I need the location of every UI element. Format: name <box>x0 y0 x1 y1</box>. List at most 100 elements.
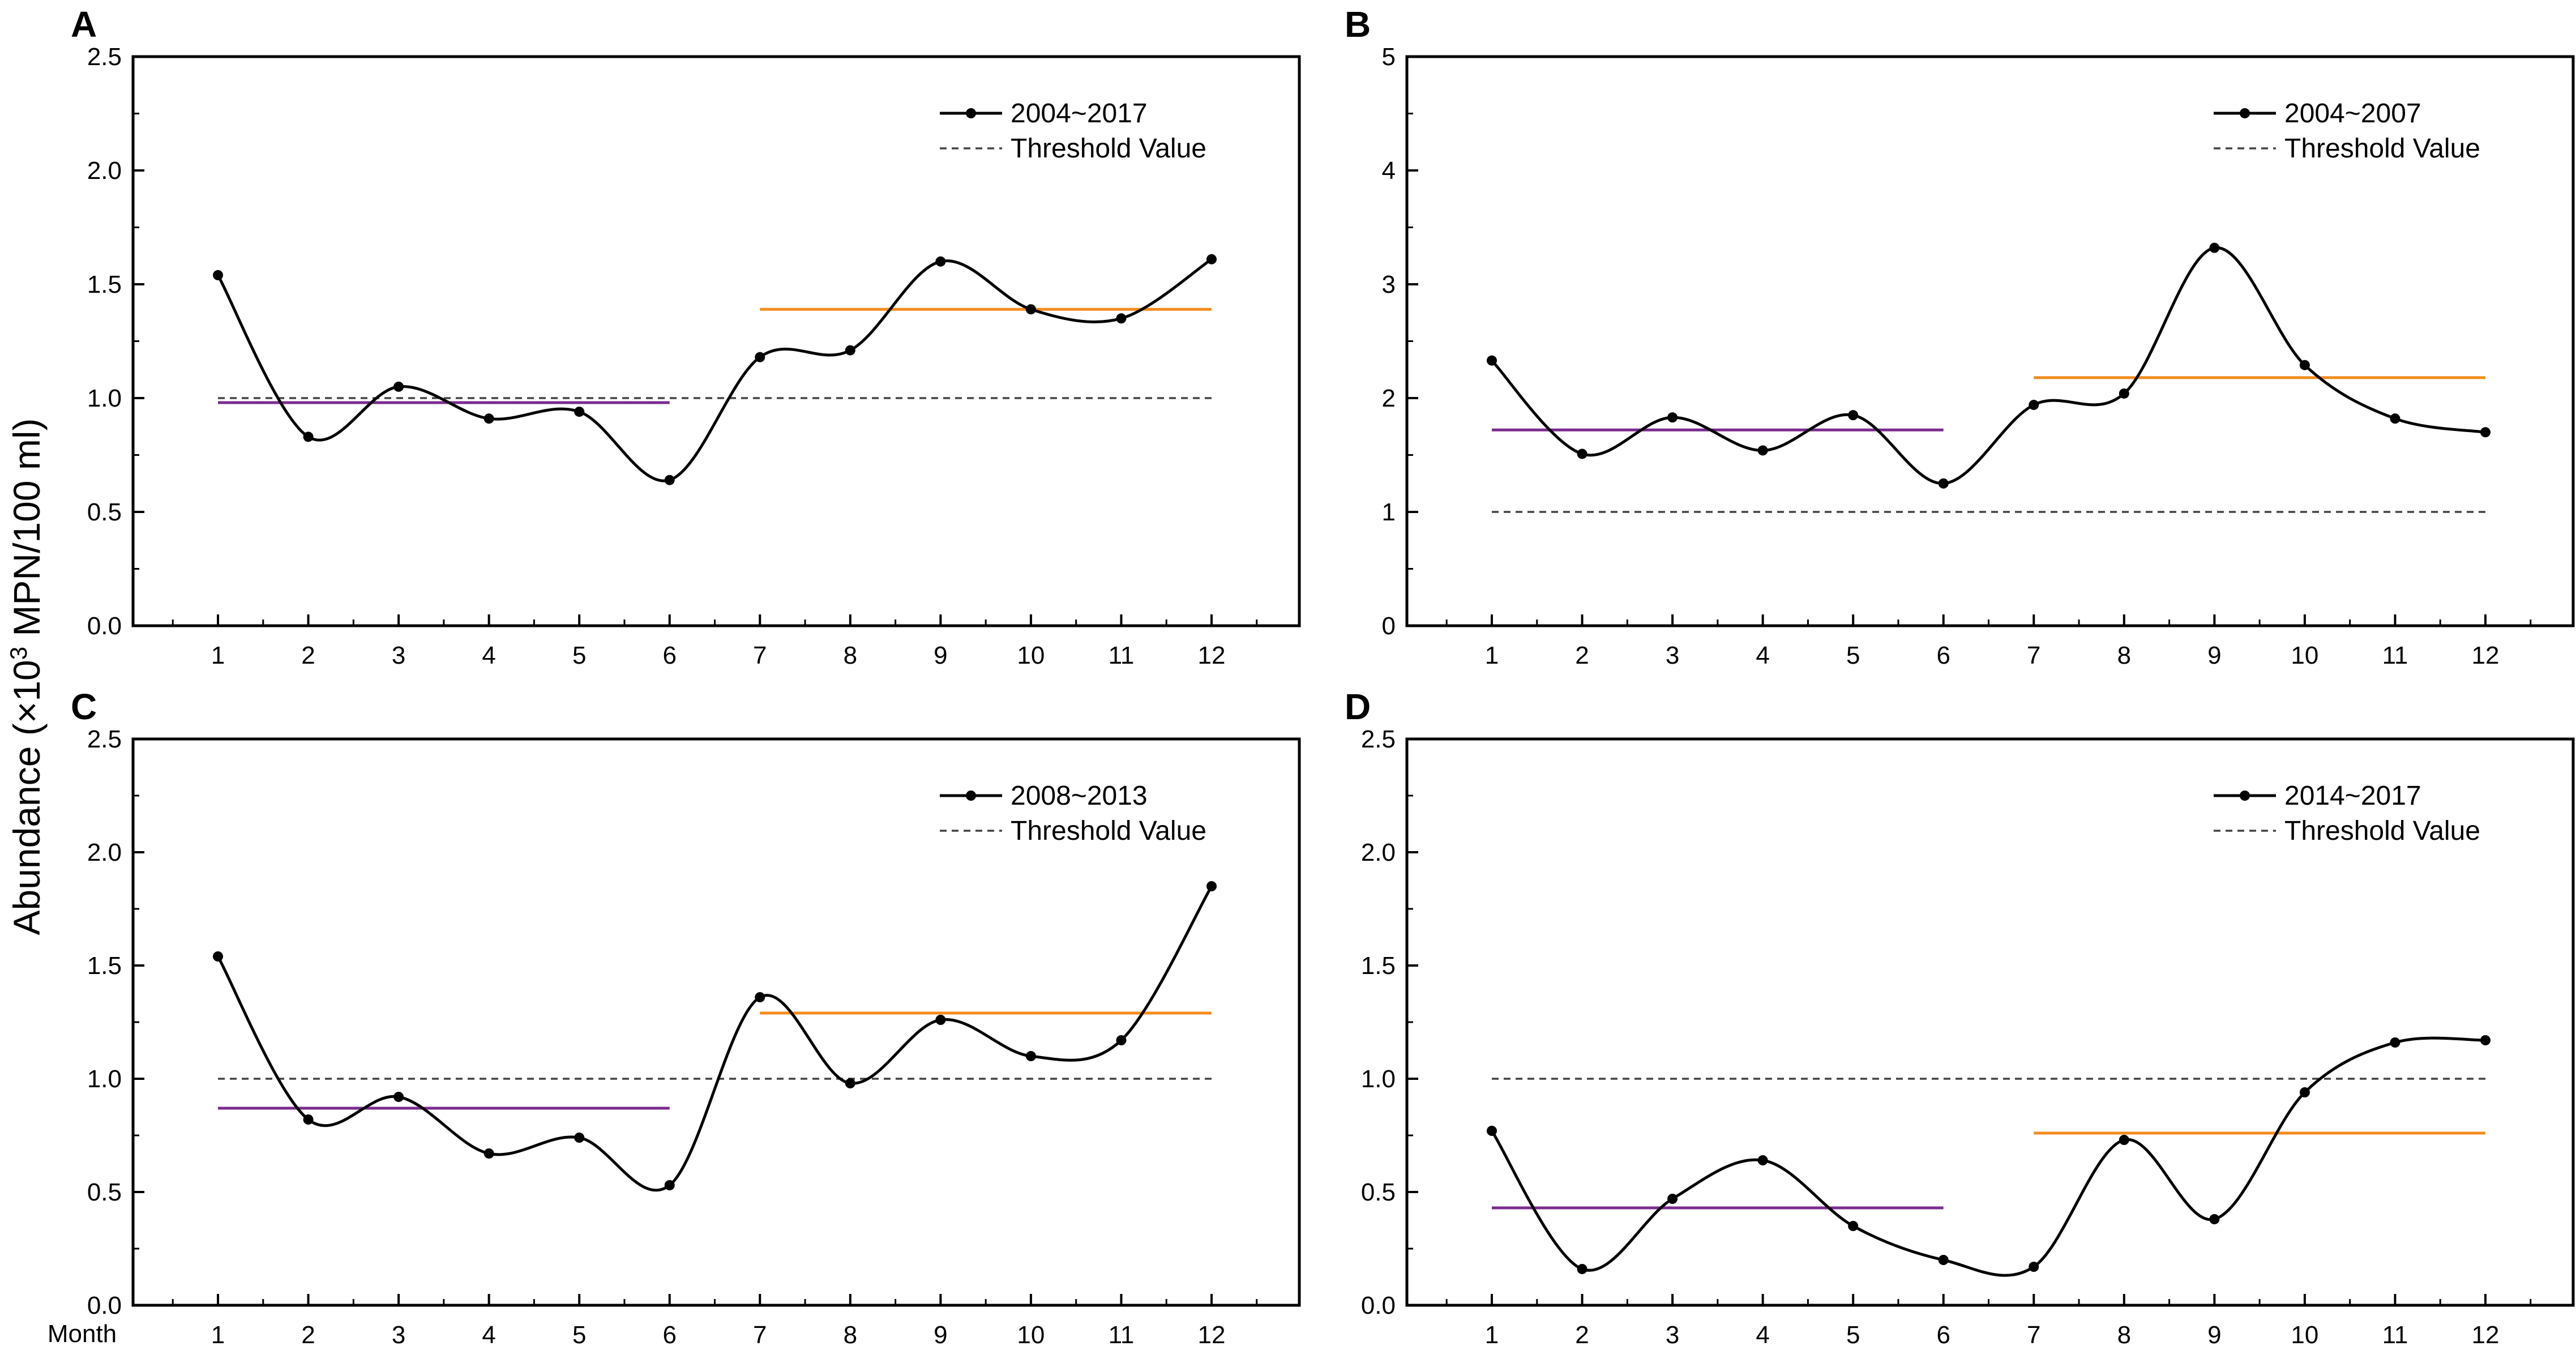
legend-series-label: 2004~2007 <box>2284 99 2421 129</box>
data-point <box>1206 881 1217 891</box>
data-point <box>2209 1214 2220 1224</box>
x-tick-label: 2 <box>301 642 315 669</box>
x-tick-label: 11 <box>1109 1321 1135 1349</box>
x-tick-label: 5 <box>572 1321 586 1349</box>
data-point <box>2299 1087 2310 1097</box>
legend-series-marker <box>2240 791 2250 801</box>
legend-threshold-label: Threshold Value <box>2284 816 2480 846</box>
x-tick-label: 9 <box>2207 1321 2221 1349</box>
series-line <box>1491 246 2486 485</box>
panel-label: B <box>1345 4 1371 45</box>
y-tick-label: 0.0 <box>87 612 122 640</box>
data-point <box>2029 400 2039 411</box>
y-tick-label: 3 <box>1382 271 1396 298</box>
x-tick-label: 3 <box>1666 1321 1679 1349</box>
x-tick-label: 2 <box>1575 642 1589 669</box>
x-tick-label: 10 <box>1017 642 1045 669</box>
y-axis-label: Abundance (×103 MPN/100 ml) <box>5 418 48 935</box>
x-tick-label: 8 <box>844 642 857 669</box>
x-tick-label: 7 <box>2027 1321 2040 1349</box>
data-point <box>213 951 223 962</box>
x-tick-label: 9 <box>2207 642 2221 669</box>
x-tick-label: 4 <box>1756 1321 1769 1349</box>
data-point <box>1577 1264 1587 1274</box>
y-tick-label: 0.5 <box>87 1178 122 1206</box>
data-point <box>1487 1126 1497 1136</box>
data-point <box>755 992 765 1002</box>
x-tick-label: 9 <box>934 1321 947 1349</box>
y-tick-label: 1.5 <box>87 952 122 980</box>
y-tick-label: 0.5 <box>87 498 122 526</box>
x-tick-label: 8 <box>2117 642 2131 669</box>
legend-threshold-label: Threshold Value <box>1011 816 1206 846</box>
y-axis-label-exponent: 3 <box>5 647 32 660</box>
y-tick-label: 2.0 <box>87 839 122 866</box>
x-tick-label: 6 <box>1936 1321 1950 1349</box>
x-tick-label: 3 <box>1666 642 1679 669</box>
legend-series-label: 2014~2017 <box>2284 781 2421 811</box>
x-tick-label: 7 <box>753 1321 767 1349</box>
x-tick-label: 10 <box>2291 1321 2318 1349</box>
x-tick-label: 12 <box>2472 1321 2500 1349</box>
data-point <box>664 475 675 485</box>
data-point <box>1938 478 1949 489</box>
data-point <box>845 345 855 356</box>
x-tick-label: 7 <box>2027 642 2040 669</box>
data-point <box>1757 445 1768 456</box>
x-tick-label: 3 <box>392 642 405 669</box>
legend-series-label: 2004~2017 <box>1011 99 1148 129</box>
data-point <box>1667 412 1678 423</box>
legend-series-marker <box>966 108 976 118</box>
data-point <box>664 1180 675 1190</box>
x-tick-label: 12 <box>1198 642 1226 669</box>
x-tick-label: 2 <box>1575 1321 1589 1349</box>
panel-label: A <box>71 4 97 45</box>
y-tick-label: 1.5 <box>87 271 122 298</box>
x-tick-label: 10 <box>1017 1321 1045 1349</box>
legend-series-marker <box>966 791 976 801</box>
data-point <box>935 1015 946 1025</box>
data-point <box>1206 254 1217 264</box>
legend-series-label: 2008~2013 <box>1011 781 1148 811</box>
y-tick-label: 0.0 <box>87 1292 122 1319</box>
data-point <box>393 1092 404 1102</box>
x-tick-label: 12 <box>2472 642 2500 669</box>
series-line <box>216 258 1213 482</box>
data-point <box>2209 242 2220 253</box>
y-tick-label: 2.5 <box>1361 725 1396 753</box>
data-point <box>574 407 585 417</box>
x-tick-label: 8 <box>844 1321 857 1349</box>
data-point <box>213 270 223 280</box>
y-tick-label: 4 <box>1382 157 1396 185</box>
data-point <box>483 413 494 424</box>
x-axis-label: Month <box>48 1320 117 1348</box>
x-tick-label: 6 <box>1936 642 1950 669</box>
data-point <box>393 381 404 392</box>
y-tick-label: 1.0 <box>87 1065 122 1093</box>
panel-label: C <box>71 686 97 727</box>
x-tick-label: 1 <box>1485 642 1499 669</box>
panel-d: D0.00.51.01.52.02.51 2 3 4 5 6 7 8 9 10 11 122014~2… <box>1345 686 2575 1349</box>
data-point <box>935 256 946 267</box>
data-point <box>1757 1155 1768 1165</box>
data-point <box>2480 1035 2491 1045</box>
x-tick-label: 4 <box>482 642 495 669</box>
x-tick-label: 1 <box>211 1321 225 1349</box>
data-point <box>2390 1037 2400 1048</box>
x-tick-label: 2 <box>301 1321 315 1349</box>
data-point <box>1025 304 1036 315</box>
y-tick-label: 1.5 <box>1361 952 1396 980</box>
x-tick-label: 9 <box>934 642 947 669</box>
y-tick-label: 2.5 <box>87 43 122 71</box>
data-point <box>1025 1051 1036 1061</box>
data-point <box>2480 427 2491 438</box>
y-tick-label: 0 <box>1382 612 1396 640</box>
panel-c: C0.00.51.01.52.02.51 2 3 4 5 6 7 8 9 10 11 122008~2… <box>71 686 1301 1349</box>
x-tick-label: 4 <box>1756 642 1769 669</box>
x-tick-label: 5 <box>572 642 586 669</box>
y-tick-label: 0.5 <box>1361 1178 1396 1206</box>
x-tick-label: 12 <box>1198 1321 1226 1349</box>
y-tick-label: 2.0 <box>87 157 122 185</box>
